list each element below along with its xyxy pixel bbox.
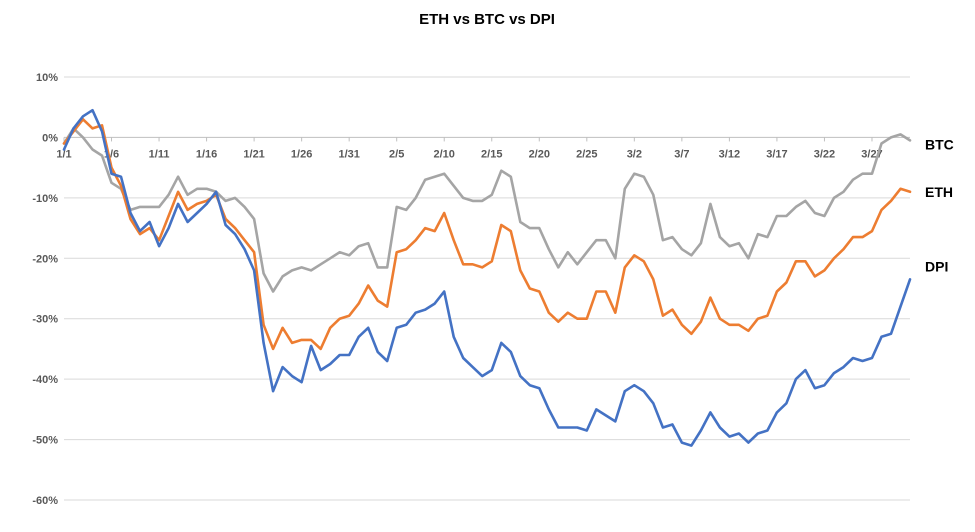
- x-tick-label: 1/26: [291, 148, 312, 160]
- y-tick-label: -10%: [32, 193, 58, 205]
- x-tick-label: 2/20: [529, 148, 550, 160]
- x-tick-label: 1/16: [196, 148, 217, 160]
- y-axis-ticks: 10% 0% -10% -20% -30% -40% -50% -60%: [32, 72, 58, 507]
- x-tick-label: 1/1: [56, 148, 71, 160]
- x-tick-label: 2/15: [481, 148, 502, 160]
- series-lines: [62, 108, 912, 447]
- series-label-btc: BTC: [925, 136, 954, 152]
- x-tick-label: 3/22: [814, 148, 835, 160]
- x-axis-ticks: 1/1 1/6 1/11 1/16 1/21 1/26 1/31 2/5 2/10 2/15 2/2…: [56, 137, 883, 160]
- chart-title: ETH vs BTC vs DPI: [419, 11, 555, 28]
- y-tick-label: -60%: [32, 495, 58, 507]
- x-tick-label: 1/31: [338, 148, 359, 160]
- x-tick-label: 3/12: [719, 148, 740, 160]
- y-tick-label: -20%: [32, 253, 58, 265]
- x-tick-label: 2/5: [389, 148, 404, 160]
- series-label-dpi: DPI: [925, 258, 948, 274]
- x-tick-label: 3/7: [674, 148, 689, 160]
- x-tick-label: 3/17: [766, 148, 787, 160]
- series-label-eth: ETH: [925, 184, 953, 200]
- x-tick-label: 1/21: [243, 148, 264, 160]
- gridlines: [64, 76, 910, 501]
- y-tick-label: 0%: [42, 132, 58, 144]
- x-tick-label: 3/2: [627, 148, 642, 160]
- x-tick-label: 2/10: [434, 148, 455, 160]
- y-tick-label: -50%: [32, 435, 58, 447]
- series-line-eth: [62, 118, 912, 351]
- series-line-dpi: [62, 108, 912, 447]
- x-tick-label: 1/11: [149, 148, 170, 160]
- y-tick-label: 10%: [36, 72, 58, 84]
- series-line-btc: [62, 127, 912, 293]
- y-tick-label: -40%: [32, 374, 58, 386]
- y-tick-label: -30%: [32, 314, 58, 326]
- series-labels: BTC ETH DPI: [925, 136, 954, 274]
- x-tick-label: 2/25: [576, 148, 597, 160]
